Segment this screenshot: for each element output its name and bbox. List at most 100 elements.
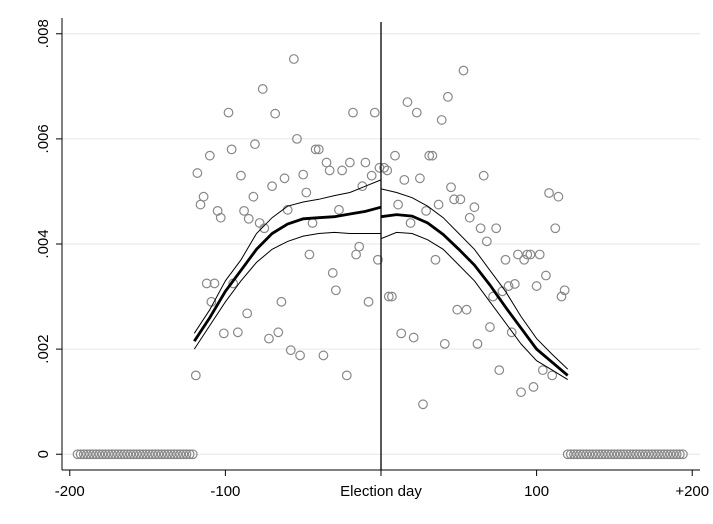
data-point-zero <box>153 449 164 460</box>
data-point-zero <box>85 449 95 460</box>
data-point-zero <box>162 449 173 460</box>
data-point <box>449 194 460 205</box>
data-point <box>209 278 220 289</box>
data-point <box>390 150 400 161</box>
data-point <box>360 157 371 168</box>
data-point-zero <box>569 449 579 460</box>
data-point <box>198 191 209 202</box>
data-point-zero <box>106 449 117 460</box>
data-point <box>427 150 438 161</box>
data-point-zero <box>166 449 176 460</box>
data-point <box>421 205 432 216</box>
data-point-zero <box>110 449 120 460</box>
scatter-points <box>72 54 688 460</box>
data-point <box>363 296 374 307</box>
data-point <box>547 370 558 381</box>
data-point <box>452 304 463 315</box>
y-tick-label: .004 <box>35 229 52 258</box>
data-point <box>472 338 483 349</box>
data-point <box>559 285 570 296</box>
data-point <box>531 281 542 291</box>
data-point-zero <box>94 449 105 460</box>
data-point <box>402 97 413 107</box>
data-point-zero <box>628 449 638 460</box>
data-point <box>513 249 523 260</box>
data-point-zero <box>575 449 586 460</box>
data-point-zero <box>578 449 589 460</box>
data-point <box>248 191 259 202</box>
y-tick-label: .006 <box>35 124 52 153</box>
data-point <box>534 249 545 260</box>
data-point-zero <box>141 449 151 460</box>
data-point-zero <box>172 449 183 460</box>
data-point-zero <box>587 449 598 460</box>
data-point-zero <box>612 449 623 460</box>
data-point <box>250 139 260 150</box>
data-point <box>285 345 296 356</box>
data-point <box>408 332 419 343</box>
data-point <box>455 194 466 205</box>
fit-line-left <box>193 205 382 342</box>
data-point <box>372 254 383 265</box>
data-point <box>327 268 338 278</box>
data-point-zero <box>609 449 620 460</box>
data-point-zero <box>169 449 179 460</box>
data-point-zero <box>175 449 186 460</box>
data-point <box>405 218 416 228</box>
data-point-zero <box>597 449 607 460</box>
data-point-zero <box>156 449 167 460</box>
data-point-zero <box>593 449 604 460</box>
data-point <box>273 327 284 338</box>
data-point <box>415 173 425 184</box>
data-point-zero <box>572 449 582 460</box>
data-point <box>541 270 551 281</box>
data-point-zero <box>150 449 161 460</box>
data-point-zero <box>618 449 629 460</box>
data-point-zero <box>97 449 108 460</box>
data-point-zero <box>643 449 654 460</box>
data-point <box>503 281 514 291</box>
data-point <box>348 107 358 118</box>
data-point-zero <box>590 449 601 460</box>
data-point <box>190 370 201 381</box>
data-point <box>386 291 397 302</box>
fit-lower-ci-left <box>193 231 381 350</box>
data-point <box>550 223 561 234</box>
data-point <box>192 168 203 178</box>
data-point-zero <box>662 449 673 460</box>
axes: -200 -100 Election day 100 +200 0 .002 .004 .006… <box>35 18 709 500</box>
data-point-zero <box>72 449 83 460</box>
data-point-zero <box>659 449 670 460</box>
fit-lines <box>193 179 569 381</box>
data-point <box>446 182 456 193</box>
data-point <box>485 322 495 332</box>
data-point-zero <box>159 449 170 460</box>
data-point <box>270 108 281 119</box>
data-point-zero <box>606 449 617 460</box>
data-point <box>242 308 253 319</box>
data-point <box>341 370 352 381</box>
data-point <box>279 173 290 184</box>
data-point-zero <box>103 449 114 460</box>
data-point-zero <box>144 449 155 460</box>
data-point <box>458 65 469 76</box>
data-point <box>469 202 480 213</box>
data-point <box>301 187 312 198</box>
data-point-zero <box>674 449 685 460</box>
data-point-zero <box>665 449 676 460</box>
data-point-zero <box>187 449 198 460</box>
data-point-zero <box>562 449 573 460</box>
data-point <box>298 169 309 180</box>
data-point <box>215 212 226 223</box>
data-point-zero <box>615 449 626 460</box>
data-point <box>528 382 539 392</box>
data-point <box>475 223 486 234</box>
data-point <box>218 328 229 339</box>
data-point <box>494 365 505 376</box>
x-tick-label: Election day <box>340 483 422 500</box>
data-point <box>267 181 277 192</box>
data-point <box>516 387 526 398</box>
data-point-zero <box>565 449 576 460</box>
data-point-zero <box>131 449 142 460</box>
data-point <box>553 191 564 202</box>
